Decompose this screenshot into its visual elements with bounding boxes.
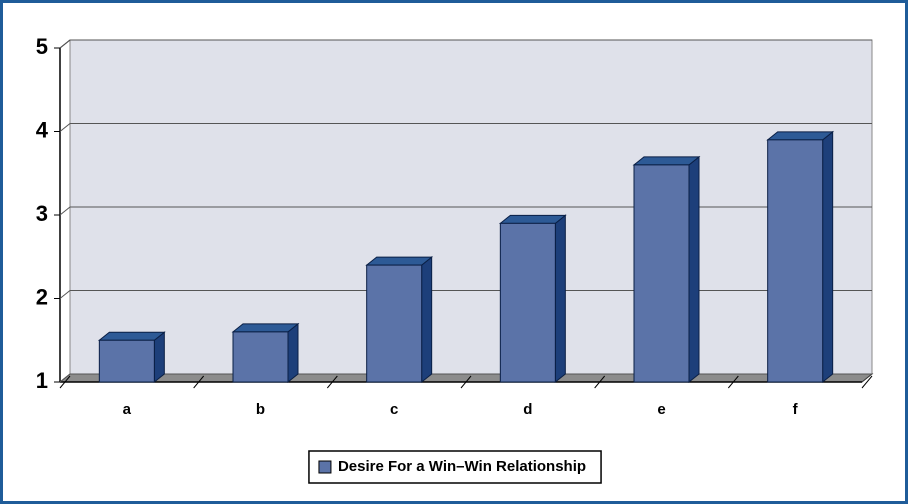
x-tick xyxy=(326,375,338,389)
bar xyxy=(767,139,824,383)
x-tick-label: b xyxy=(256,401,265,418)
legend xyxy=(308,450,602,484)
x-tick xyxy=(861,375,873,389)
y-tick-label: 1 xyxy=(36,368,48,393)
bar xyxy=(98,339,155,383)
y-tick-label: 5 xyxy=(36,34,48,59)
bar-side xyxy=(688,155,700,384)
legend-swatch xyxy=(318,460,332,474)
bar-side xyxy=(287,322,299,384)
y-tick-label: 3 xyxy=(36,201,48,226)
y-tick-label: 2 xyxy=(36,284,48,309)
bar-top xyxy=(97,331,166,341)
grid-line xyxy=(59,39,872,49)
bar-top xyxy=(365,256,434,266)
bar-side xyxy=(153,331,165,384)
bar-top xyxy=(231,323,300,333)
x-tick xyxy=(59,375,71,389)
x-tick-label: d xyxy=(523,401,532,418)
grid-line xyxy=(59,290,872,299)
x-tick-label: a xyxy=(123,401,132,418)
grid-line xyxy=(59,123,872,132)
bar xyxy=(366,264,423,383)
x-tick-label: c xyxy=(390,401,398,418)
bar-top xyxy=(632,156,701,166)
x-tick-label: e xyxy=(657,401,665,418)
x-tick-label: f xyxy=(793,401,799,418)
legend-label: Desire For a Win–Win Relationship xyxy=(338,458,586,475)
bar xyxy=(633,164,690,383)
x-tick xyxy=(460,375,472,389)
x-tick xyxy=(727,375,739,389)
bar-top xyxy=(498,214,567,224)
bar-side xyxy=(554,214,566,384)
bar-side xyxy=(421,256,433,384)
bar xyxy=(499,222,556,383)
y-tick-label: 4 xyxy=(36,117,49,142)
bar-top xyxy=(766,131,835,141)
bar xyxy=(232,331,289,383)
x-tick xyxy=(594,375,606,389)
x-tick xyxy=(193,375,205,389)
grid-line xyxy=(59,373,872,383)
floor xyxy=(58,373,874,383)
bar-side xyxy=(822,130,834,384)
grid-line xyxy=(59,206,872,216)
